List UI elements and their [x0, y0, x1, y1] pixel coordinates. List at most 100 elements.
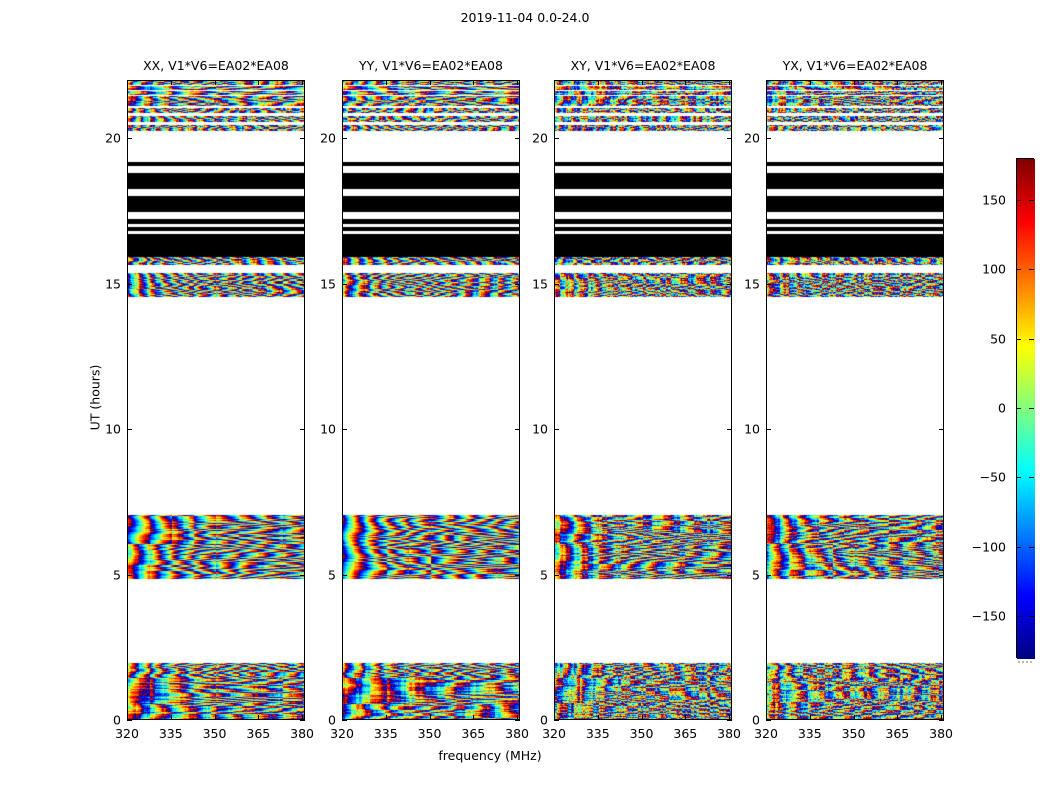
y-tick-label: 0 [540, 712, 548, 728]
x-tick [941, 80, 943, 85]
colorbar-tick [1029, 408, 1034, 409]
y-tick [766, 283, 771, 285]
colorbar-tick [1029, 199, 1034, 201]
y-tick [300, 429, 305, 431]
y-tick-label: 5 [752, 567, 760, 583]
colorbar-tick [1029, 338, 1034, 340]
y-tick [127, 720, 132, 721]
x-tick-label: 335 [158, 726, 183, 741]
panel-title-yx: YX, V1*V6=EA02*EA08 [782, 58, 928, 73]
y-tick [127, 574, 132, 576]
colorbar-tick [1016, 269, 1021, 271]
colorbar-tick [1016, 199, 1021, 201]
x-tick [641, 80, 643, 85]
x-tick [517, 715, 519, 720]
y-tick-label: 15 [105, 276, 121, 292]
y-tick [300, 720, 305, 721]
colorbar-tick [1016, 408, 1021, 409]
y-tick-label: 10 [532, 421, 548, 437]
x-tick-label: 380 [505, 726, 530, 741]
colorbar-tick-label: −100 [971, 539, 1006, 555]
y-tick [939, 429, 944, 431]
y-tick [766, 429, 771, 431]
y-tick [300, 283, 305, 285]
x-tick [554, 80, 555, 85]
colorbar-tick-label: 50 [990, 331, 1006, 347]
y-tick [554, 283, 559, 285]
y-tick [727, 429, 732, 431]
y-tick [727, 574, 732, 576]
x-tick [385, 80, 387, 85]
y-tick-label: 20 [105, 130, 121, 146]
colorbar-tick-label: −150 [971, 608, 1006, 624]
colorbar-tick-label: 100 [982, 261, 1006, 277]
panel-title-xx: XX, V1*V6=EA02*EA08 [143, 58, 289, 73]
x-tick [641, 715, 643, 720]
y-tick [727, 138, 732, 140]
x-tick-label: 380 [290, 726, 315, 741]
x-tick [853, 715, 855, 720]
panel-axes-frame [766, 80, 944, 720]
y-tick [127, 138, 132, 140]
y-tick [515, 283, 520, 285]
colorbar-tick [1016, 546, 1021, 548]
x-tick [853, 80, 855, 85]
x-tick-label: 335 [797, 726, 822, 741]
panel-yy: YY, V1*V6=EA02*EA08 0 5 10 15 20 320 335 350 365 3… [320, 58, 529, 741]
x-tick-label: 350 [202, 726, 227, 741]
x-tick-label: 365 [461, 726, 486, 741]
x-tick [473, 715, 475, 720]
x-tick-label: 380 [717, 726, 742, 741]
panel-axes-frame [554, 80, 732, 720]
y-tick-label: 15 [320, 276, 336, 292]
y-tick-label: 15 [744, 276, 760, 292]
x-tick [809, 715, 811, 720]
x-tick [302, 80, 304, 85]
y-tick-label: 5 [328, 567, 336, 583]
y-tick [515, 138, 520, 140]
x-tick [342, 80, 343, 85]
colorbar-tick [1029, 616, 1034, 618]
x-tick [766, 715, 767, 720]
x-tick [729, 80, 731, 85]
colorbar-underflow-marker [1018, 661, 1032, 665]
waterfall-image-xx [127, 80, 305, 720]
colorbar-tick-label: −50 [979, 469, 1006, 485]
y-tick-label: 15 [532, 276, 548, 292]
y-tick [727, 720, 732, 721]
y-tick [300, 138, 305, 140]
y-tick [554, 138, 559, 140]
y-tick-label: 0 [752, 712, 760, 728]
x-tick-label: 320 [115, 726, 139, 741]
y-tick [554, 574, 559, 576]
y-tick [727, 283, 732, 285]
y-tick [342, 283, 347, 285]
y-tick-label: 20 [532, 130, 548, 146]
y-tick-label: 0 [328, 712, 336, 728]
y-tick [766, 574, 771, 576]
x-tick-label: 350 [417, 726, 442, 741]
x-tick [127, 80, 128, 85]
colorbar-tick [1016, 477, 1021, 479]
x-tick [170, 715, 172, 720]
y-tick-label: 10 [105, 421, 121, 437]
colorbar-tick-label: 150 [982, 192, 1006, 208]
x-tick [214, 80, 216, 85]
x-tick [342, 715, 343, 720]
y-tick [766, 720, 771, 721]
colorbar-tick [1016, 338, 1021, 340]
x-tick [897, 715, 899, 720]
x-tick [302, 715, 304, 720]
figure-suptitle: 2019-11-04 0.0-24.0 [460, 10, 590, 25]
x-tick [597, 80, 599, 85]
y-tick [939, 138, 944, 140]
x-tick [809, 80, 811, 85]
y-tick [342, 138, 347, 140]
x-tick-label: 335 [585, 726, 610, 741]
y-axis-label: UT (hours) [87, 364, 103, 431]
y-tick [342, 574, 347, 576]
x-tick [258, 80, 260, 85]
x-tick [897, 80, 899, 85]
y-tick-label: 20 [744, 130, 760, 146]
